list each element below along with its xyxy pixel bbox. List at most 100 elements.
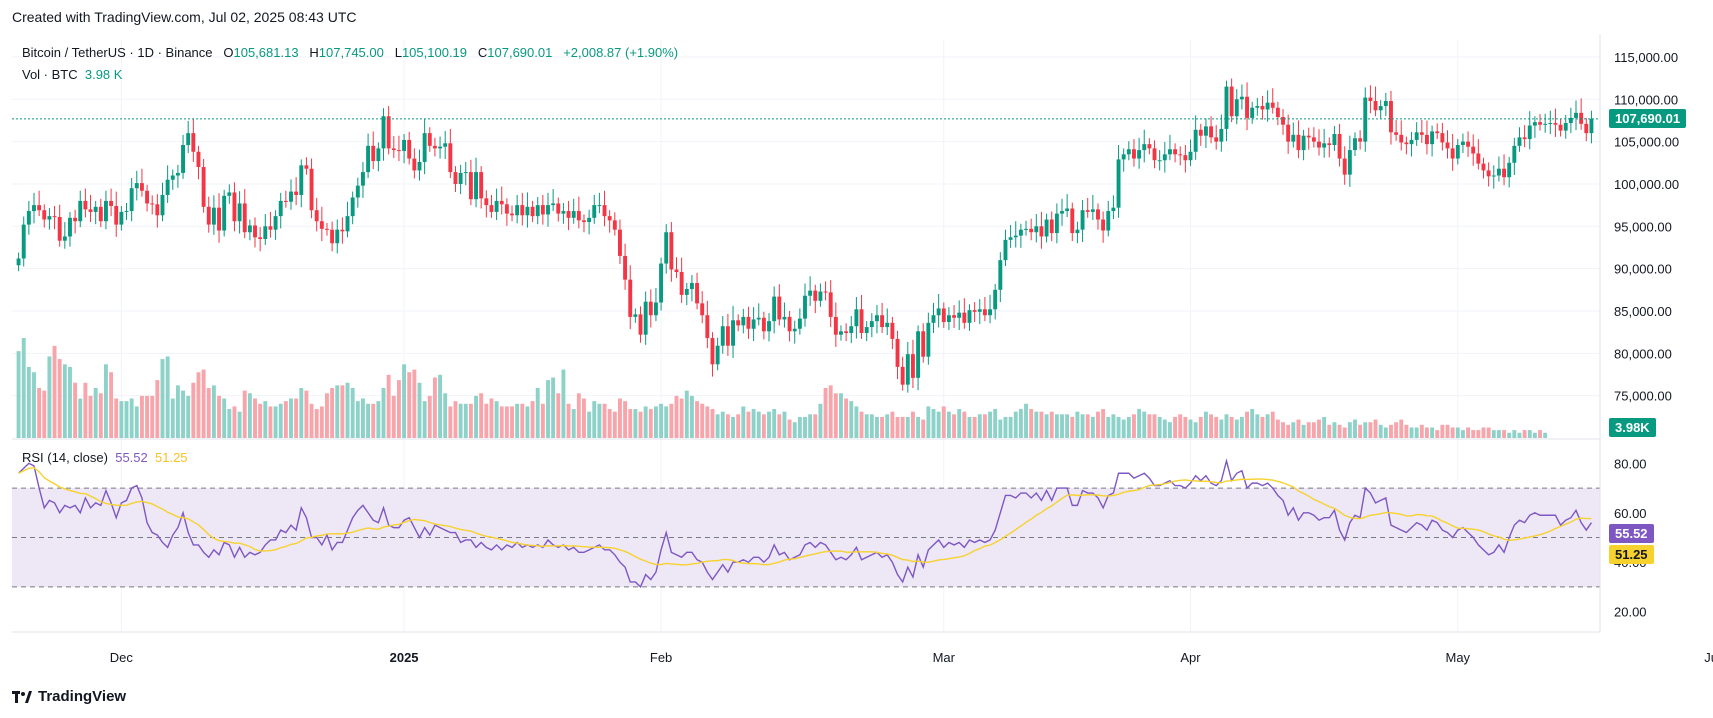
volume-bar xyxy=(417,382,422,438)
candle-body xyxy=(417,161,422,171)
candle-body xyxy=(797,318,802,329)
tradingview-logo[interactable]: TradingView xyxy=(12,688,126,705)
candle-body xyxy=(1306,135,1311,138)
candle-body xyxy=(1065,208,1070,212)
volume-bar xyxy=(1275,419,1280,438)
candle-body xyxy=(263,226,268,239)
candle-body xyxy=(515,205,520,216)
candle-body xyxy=(880,315,885,328)
volume-bar xyxy=(258,403,263,438)
candle-body xyxy=(119,211,124,225)
candle-body xyxy=(1188,151,1193,161)
candle-body xyxy=(576,211,581,221)
volume-bar xyxy=(854,406,859,438)
candle-body xyxy=(412,158,417,171)
candle-body xyxy=(916,331,921,378)
volume-bar xyxy=(103,364,108,438)
candle-body xyxy=(813,290,818,301)
candle-body xyxy=(833,316,838,335)
volume-bar xyxy=(1455,427,1460,438)
volume-bar xyxy=(211,385,216,438)
candle-body xyxy=(530,206,535,217)
volume-bar xyxy=(1183,416,1188,438)
volume-bar xyxy=(422,401,427,438)
candle-body xyxy=(1558,124,1563,131)
candle-body xyxy=(325,228,329,230)
candlesticks xyxy=(16,78,1594,393)
candle-body xyxy=(859,309,864,333)
candle-body xyxy=(1574,112,1578,118)
volume-bars xyxy=(16,338,1548,438)
candle-body xyxy=(1450,148,1455,159)
candle-body xyxy=(83,200,88,210)
volume-bar xyxy=(972,416,977,438)
rsi-lines xyxy=(18,458,1593,589)
volume-bar xyxy=(1003,416,1008,438)
candle-body xyxy=(546,205,550,215)
candle-body xyxy=(1024,228,1028,230)
volume-bar xyxy=(468,403,473,438)
candle-body xyxy=(1013,235,1018,238)
volume-bar xyxy=(402,364,407,438)
candle-body xyxy=(1198,129,1203,136)
volume-bar xyxy=(1543,432,1548,438)
volume-bar xyxy=(1502,430,1507,438)
created-with-text: Created with TradingView.com, Jul 02, 20… xyxy=(12,9,357,25)
candle-body xyxy=(746,316,751,329)
volume-bar xyxy=(1342,427,1347,438)
high-value: 107,745.00 xyxy=(318,45,384,60)
candle-body xyxy=(294,191,299,195)
volume-bar xyxy=(875,416,879,438)
candle-body xyxy=(386,116,391,149)
candle-body xyxy=(1579,112,1584,124)
candle-body xyxy=(653,302,658,316)
candle-body xyxy=(427,133,432,146)
candle-body xyxy=(73,217,78,222)
candle-body xyxy=(972,310,977,312)
candle-body xyxy=(57,216,62,241)
time-axis-label: 2025 xyxy=(390,650,419,665)
volume-bar xyxy=(237,411,242,438)
volume-bar xyxy=(1353,419,1357,438)
candle-body xyxy=(345,216,350,232)
volume-bar xyxy=(803,416,807,438)
volume-bar xyxy=(407,372,412,438)
candle-body xyxy=(715,345,720,365)
candle-body xyxy=(571,211,576,218)
volume-bar xyxy=(1147,414,1152,438)
candle-body xyxy=(736,320,741,326)
candle-body xyxy=(237,203,242,222)
candle-body xyxy=(926,322,931,357)
candle-body xyxy=(191,133,196,152)
volume-bar xyxy=(746,411,751,438)
volume-bar xyxy=(659,403,664,438)
candle-body xyxy=(1255,106,1260,108)
candle-body xyxy=(227,192,232,196)
candle-body xyxy=(864,327,869,333)
volume-bar xyxy=(1414,427,1419,438)
volume-bar xyxy=(977,414,982,438)
volume-bar xyxy=(1435,430,1440,438)
candle-body xyxy=(504,204,509,214)
volume-bar xyxy=(1008,416,1013,438)
volume-bar xyxy=(1460,430,1465,438)
candle-body xyxy=(422,133,427,162)
rsi-line xyxy=(18,458,1593,589)
candle-body xyxy=(62,236,67,241)
volume-bar xyxy=(1270,411,1275,438)
candle-body xyxy=(1193,129,1198,152)
candle-body xyxy=(304,165,309,169)
volume-bar xyxy=(1507,432,1512,438)
volume-bar xyxy=(42,390,47,438)
candle-body xyxy=(1173,149,1178,155)
rsi-badge: 55.52 xyxy=(1609,524,1654,543)
price-axis-label: 85,000.00 xyxy=(1614,304,1672,319)
candle-body xyxy=(247,225,252,233)
rsi-axis-label: 20.00 xyxy=(1614,605,1647,620)
candle-body xyxy=(335,229,340,244)
volume-bar xyxy=(443,393,448,438)
candle-body xyxy=(68,217,72,237)
volume-bar xyxy=(1101,409,1106,438)
volume-bar xyxy=(1265,414,1270,438)
